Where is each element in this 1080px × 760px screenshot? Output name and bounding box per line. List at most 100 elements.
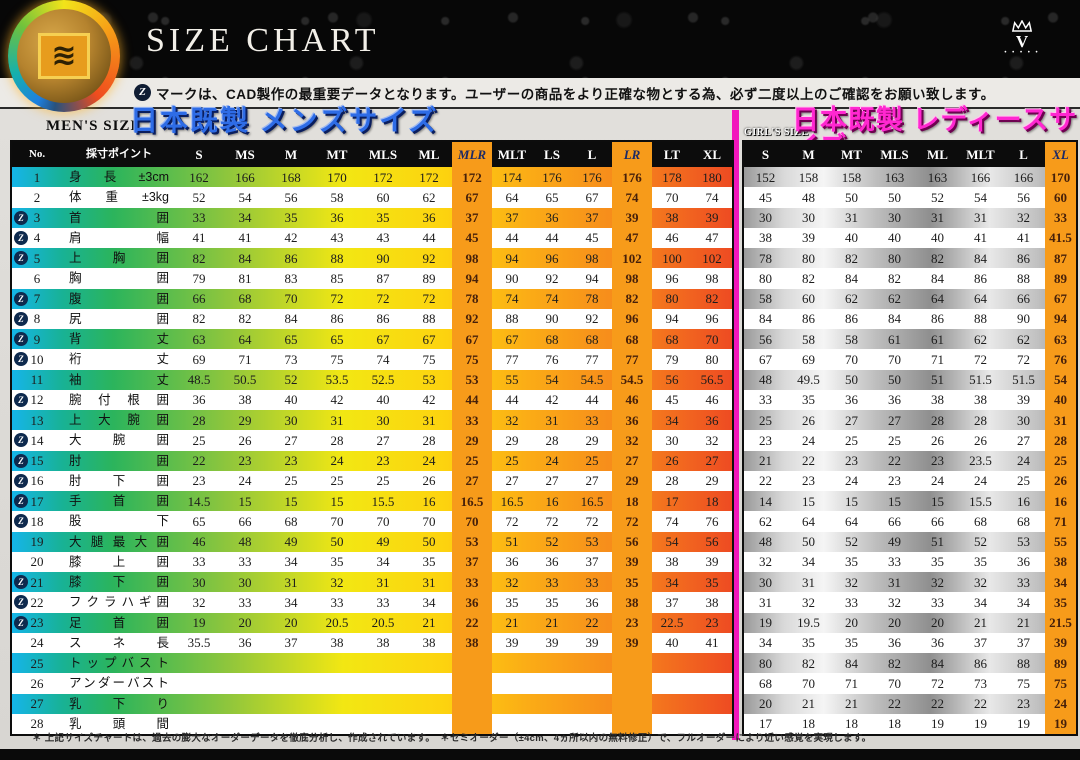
row-label: 腹囲	[69, 291, 169, 306]
girls-value-cell: 84	[974, 250, 987, 266]
mens-value-cell: 27	[612, 450, 652, 471]
girls-value-cell: 152	[755, 169, 776, 185]
mens-value-cell: 31	[422, 412, 436, 428]
mens-value-cell: 29	[585, 432, 599, 448]
girls-value-cell: 31	[888, 574, 901, 590]
mens-value-cell: 72	[505, 513, 519, 529]
mens-value-cell: 27	[585, 473, 599, 489]
mens-value-cell: 36	[545, 210, 559, 226]
mens-value-cell: 98	[612, 268, 652, 289]
mens-value-cell: 56	[665, 372, 679, 388]
mens-value-cell: 30	[665, 432, 679, 448]
mens-value-cell: 24	[330, 453, 344, 469]
mens-value-cell: 67	[505, 331, 519, 347]
mens-value-cell	[314, 714, 360, 734]
girls-value-cell: 88	[1017, 655, 1030, 671]
girls-value-cell: 60	[802, 291, 815, 307]
mens-value-cell: 43	[376, 230, 390, 246]
girls-value-cell: 49.5	[797, 372, 820, 388]
girls-value-cell: 87	[1045, 248, 1076, 269]
row-label: 膝上囲	[69, 554, 169, 569]
mens-value-cell: 46	[192, 534, 206, 550]
mens-value-cell: 15	[238, 493, 252, 509]
mens-value-cell: 20.5	[325, 615, 349, 631]
girls-value-cell: 52	[845, 534, 858, 550]
girls-value-cell: 70	[802, 675, 815, 691]
mens-value-cell: 22.5	[660, 615, 684, 631]
mens-value-cell: 94	[452, 268, 492, 289]
mens-value-cell: 53	[422, 372, 436, 388]
mens-value-cell: 69	[192, 351, 206, 367]
mens-row-12: 12 Z 腕付根囲 36 38 40 42 40 42 44 44 42 44 46 45 46	[12, 389, 732, 410]
mens-value-cell: 168	[281, 169, 301, 185]
mens-value-cell: 74	[545, 291, 559, 307]
mens-value-cell: 33	[192, 210, 206, 226]
girls-value-cell: 80	[888, 250, 901, 266]
girls-value-cell: 22	[931, 696, 944, 712]
mens-value-cell: 25	[284, 473, 298, 489]
row-label: 上大腕囲	[69, 413, 169, 427]
mens-value-cell: 21	[545, 615, 559, 631]
girls-value-cell: 50	[845, 372, 858, 388]
mens-value-cell: 27	[505, 473, 519, 489]
girls-value-cell: 26	[1045, 470, 1076, 491]
brand-logo: ≋	[8, 0, 120, 112]
mens-value-cell: 68	[585, 331, 599, 347]
mens-value-cell: 38	[665, 210, 679, 226]
mens-value-cell: 38	[612, 592, 652, 613]
mens-value-cell	[176, 673, 222, 693]
mens-value-cell: 66	[192, 291, 206, 307]
girls-value-cell: 163	[927, 169, 948, 185]
mens-value-cell: 54	[545, 372, 559, 388]
girls-value-cell: 38	[759, 230, 772, 246]
mens-value-cell: 15	[284, 493, 298, 509]
girls-value-cell: 64	[802, 513, 815, 529]
girls-row-2: 45 48 50 50 52 54 56 60	[744, 187, 1076, 208]
row-label: 股下	[69, 514, 169, 529]
girls-value-cell: 94	[1045, 308, 1076, 329]
mens-row-7: 7 Z 腹囲 66 68 70 72 72 72 78 74 74 78 82 80 82	[12, 288, 732, 309]
row-number: 25	[30, 655, 44, 671]
mens-value-cell: 75	[422, 351, 436, 367]
girls-value-cell: 21	[802, 696, 815, 712]
girls-value-cell: 15	[845, 493, 858, 509]
girls-row-7: 58 60 62 62 64 64 66 67	[744, 288, 1076, 309]
mens-value-cell: 38	[452, 632, 492, 653]
girls-value-cell: 64	[974, 291, 987, 307]
mens-value-cell: 67	[376, 331, 390, 347]
mens-value-cell	[692, 714, 732, 734]
mens-value-cell	[222, 694, 268, 714]
z-mark-icon: Z	[14, 311, 28, 326]
girls-size-label: GIRL'S SIZE	[744, 127, 809, 138]
mens-value-cell: 41	[705, 635, 719, 651]
mens-value-cell: 68	[545, 331, 559, 347]
girls-value-cell: 14	[759, 493, 772, 509]
mens-value-cell: 92	[452, 308, 492, 329]
mens-value-cell: 21	[422, 615, 436, 631]
mens-value-cell: 90	[505, 270, 519, 286]
z-mark-icon: Z	[14, 494, 28, 509]
girls-value-cell: 40	[888, 230, 901, 246]
mens-col-header-LT: LT	[663, 147, 681, 162]
mens-value-cell: 53	[452, 531, 492, 552]
mens-value-cell: 16	[545, 493, 559, 509]
mens-value-cell	[222, 673, 268, 693]
z-mark-icon: Z	[14, 392, 28, 407]
girls-value-cell: 22	[759, 473, 772, 489]
row-number: 28	[30, 716, 44, 732]
mens-value-cell: 79	[192, 270, 206, 286]
mens-value-cell: 52	[545, 534, 559, 550]
girls-value-cell: 51	[931, 534, 944, 550]
girls-row-25: 80 82 84 82 84 86 88 89	[744, 653, 1076, 674]
row-label: 体重±3kg	[69, 190, 169, 205]
row-label: アンダーバスト	[69, 676, 169, 691]
girls-value-cell: 64	[845, 513, 858, 529]
girls-value-cell: 25	[1045, 450, 1076, 471]
mens-value-cell: 46	[665, 230, 679, 246]
mens-col-header-M: M	[284, 147, 298, 162]
girls-value-cell: 26	[931, 432, 944, 448]
mens-value-cell: 92	[585, 311, 599, 327]
mens-value-cell: 35	[705, 574, 719, 590]
girls-value-cell: 27	[888, 412, 901, 428]
mens-value-cell: 92	[422, 250, 436, 266]
